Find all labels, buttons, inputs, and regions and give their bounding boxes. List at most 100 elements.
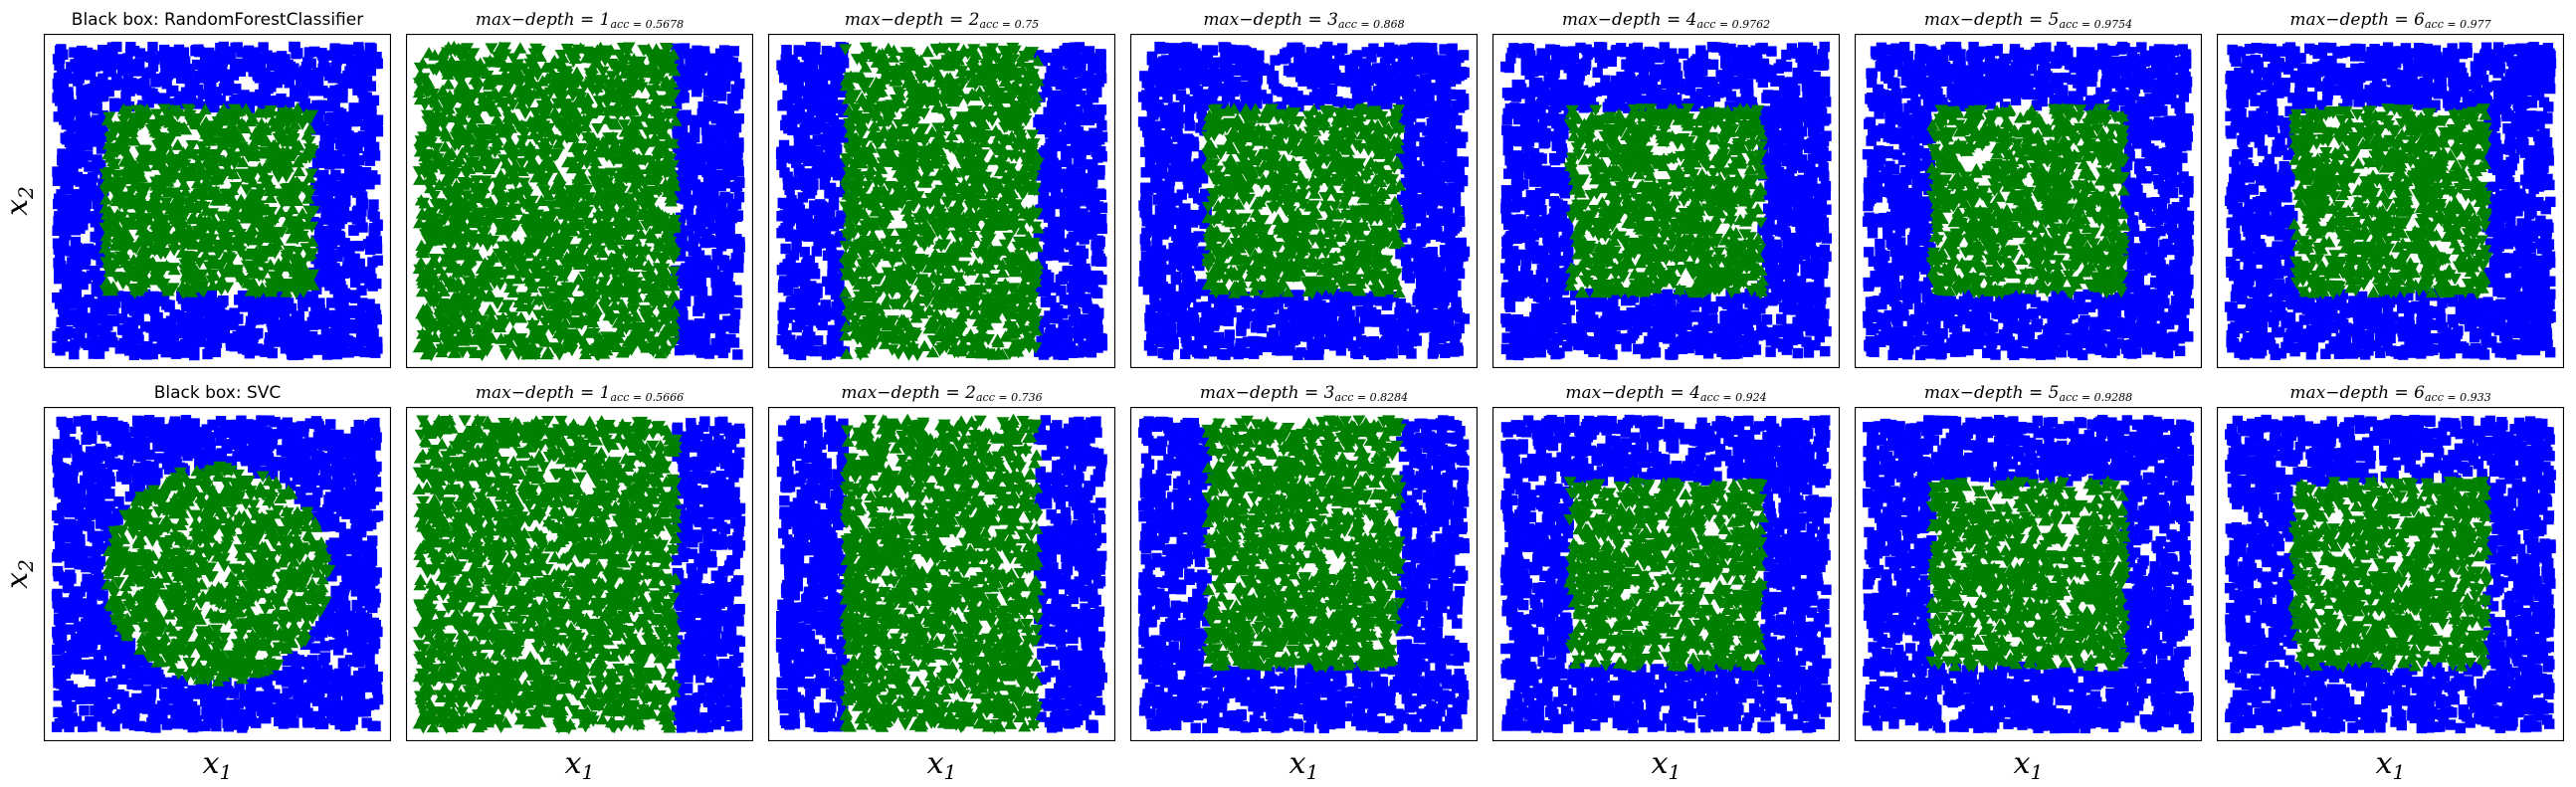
- point-outside: [66, 246, 77, 257]
- point-outside: [366, 148, 377, 159]
- point-inside: [220, 224, 234, 236]
- point-outside: [61, 223, 73, 235]
- point-outside: [356, 105, 367, 117]
- point-outside: [233, 313, 244, 324]
- point-inside: [560, 155, 574, 168]
- point-inside: [599, 270, 613, 282]
- point-outside: [331, 55, 342, 66]
- point-inside: [286, 202, 299, 214]
- point-outside: [122, 53, 133, 64]
- point-inside: [661, 320, 675, 332]
- point-outside: [280, 338, 292, 350]
- point-inside: [573, 258, 587, 270]
- point-outside: [716, 202, 727, 214]
- point-outside: [690, 179, 700, 191]
- point-inside: [287, 134, 300, 146]
- point-inside: [657, 290, 671, 301]
- point-outside: [323, 150, 334, 162]
- point-outside: [116, 65, 128, 77]
- point-outside: [194, 46, 205, 58]
- point-outside: [100, 297, 111, 308]
- point-outside: [63, 212, 75, 224]
- point-inside: [613, 248, 627, 261]
- point-outside: [675, 157, 686, 168]
- point-inside: [605, 58, 619, 71]
- point-outside: [335, 89, 346, 100]
- point-outside: [348, 55, 359, 67]
- point-inside: [135, 217, 149, 230]
- point-inside: [495, 122, 509, 134]
- point-outside: [318, 334, 330, 346]
- point-outside: [693, 305, 703, 316]
- point-outside: [692, 82, 703, 94]
- point-outside: [358, 170, 370, 181]
- point-outside: [55, 327, 66, 339]
- point-inside: [281, 212, 295, 224]
- point-outside: [732, 262, 744, 274]
- point-outside: [372, 220, 383, 232]
- point-outside: [324, 280, 335, 292]
- point-inside: [177, 211, 191, 223]
- point-inside: [597, 301, 611, 314]
- point-inside: [481, 159, 495, 171]
- point-inside: [488, 142, 501, 154]
- point-outside: [60, 311, 71, 322]
- point-inside: [255, 256, 269, 268]
- point-outside: [82, 150, 94, 161]
- point-inside: [413, 62, 427, 75]
- point-outside: [714, 48, 726, 60]
- point-outside: [372, 255, 383, 266]
- point-inside: [484, 303, 497, 315]
- point-outside: [209, 341, 220, 353]
- point-inside: [630, 79, 644, 91]
- point-outside: [722, 315, 733, 326]
- point-inside: [288, 117, 301, 130]
- point-outside: [93, 284, 104, 295]
- point-inside: [442, 41, 456, 53]
- point-inside: [537, 185, 551, 198]
- point-outside: [277, 62, 288, 73]
- point-inside: [573, 169, 587, 181]
- point-inside: [171, 108, 185, 121]
- point-inside: [207, 186, 221, 198]
- point-outside: [288, 338, 298, 349]
- point-outside: [353, 340, 365, 352]
- point-outside: [79, 296, 90, 308]
- point-outside: [83, 91, 94, 102]
- point-outside: [326, 238, 338, 250]
- point-inside: [543, 234, 557, 247]
- point-inside: [182, 165, 196, 177]
- point-inside: [599, 339, 613, 351]
- point-inside: [610, 99, 624, 112]
- point-inside: [515, 164, 529, 177]
- point-inside: [448, 207, 462, 220]
- point-outside: [162, 346, 174, 357]
- point-inside: [649, 183, 663, 195]
- point-outside: [311, 157, 323, 168]
- point-inside: [112, 184, 126, 197]
- point-outside: [690, 233, 700, 244]
- point-inside: [171, 138, 185, 150]
- point-outside: [698, 182, 710, 193]
- point-outside: [255, 89, 266, 100]
- point-inside: [420, 263, 434, 276]
- point-inside: [634, 71, 648, 84]
- point-inside: [535, 174, 549, 186]
- point-inside: [588, 57, 602, 69]
- point-outside: [345, 44, 357, 56]
- point-inside: [657, 263, 671, 276]
- point-outside: [73, 135, 85, 146]
- point-outside: [255, 345, 266, 356]
- point-outside: [723, 287, 734, 297]
- point-inside: [523, 140, 537, 152]
- point-outside: [143, 51, 155, 63]
- point-outside: [218, 83, 230, 94]
- point-inside: [187, 236, 201, 248]
- point-inside: [551, 318, 565, 331]
- point-outside: [671, 98, 683, 110]
- point-outside: [693, 252, 704, 264]
- point-inside: [652, 321, 666, 334]
- point-inside: [428, 190, 442, 203]
- point-outside: [358, 322, 369, 333]
- point-outside: [690, 76, 701, 88]
